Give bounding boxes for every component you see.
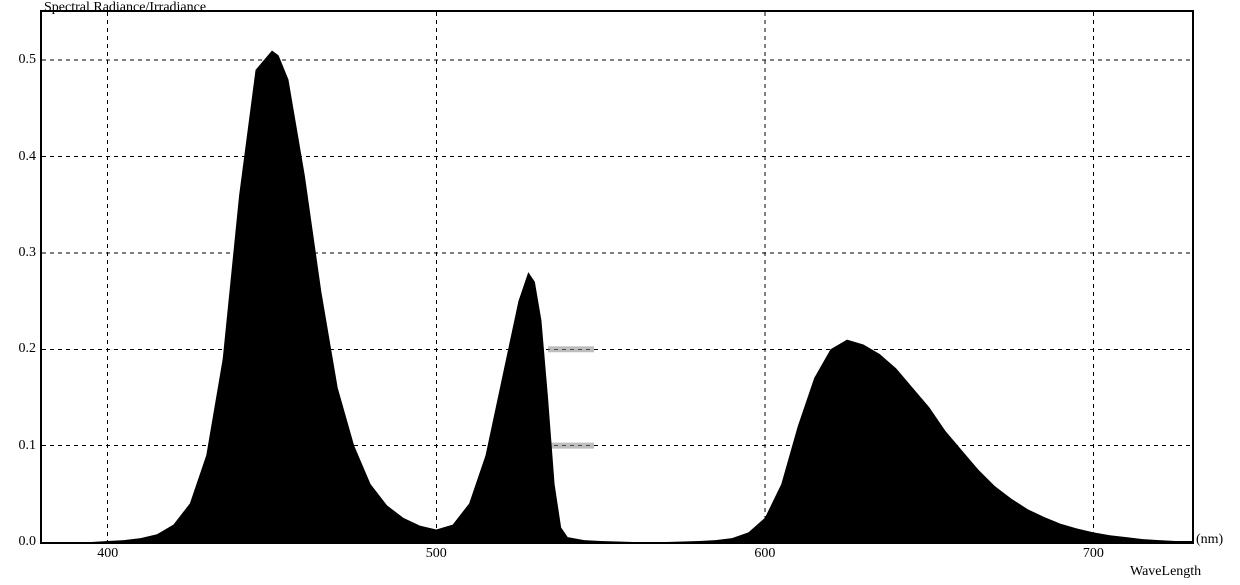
x-tick-label: 700 [1083, 546, 1104, 562]
y-tick-label: 0.3 [19, 245, 37, 261]
x-axis-label: WaveLength [1130, 564, 1201, 580]
y-tick-label: 0.5 [19, 52, 37, 68]
y-axis-label: Spectral Radiance/Irradiance [44, 0, 206, 16]
x-tick-label: 400 [97, 546, 118, 562]
y-tick-label: 0.1 [19, 438, 37, 454]
x-tick-label: 600 [754, 546, 775, 562]
y-tick-label: 0.4 [19, 149, 37, 165]
y-tick-label: 0.0 [19, 534, 37, 550]
x-tick-label: 500 [426, 546, 447, 562]
spectral-chart: 0.00.10.20.30.40.5400500600700 Spectral … [0, 0, 1240, 585]
plot-area: 0.00.10.20.30.40.5400500600700 [40, 10, 1194, 544]
plot-svg [42, 12, 1192, 542]
y-tick-label: 0.2 [19, 341, 37, 357]
x-unit-label: (nm) [1196, 532, 1223, 548]
